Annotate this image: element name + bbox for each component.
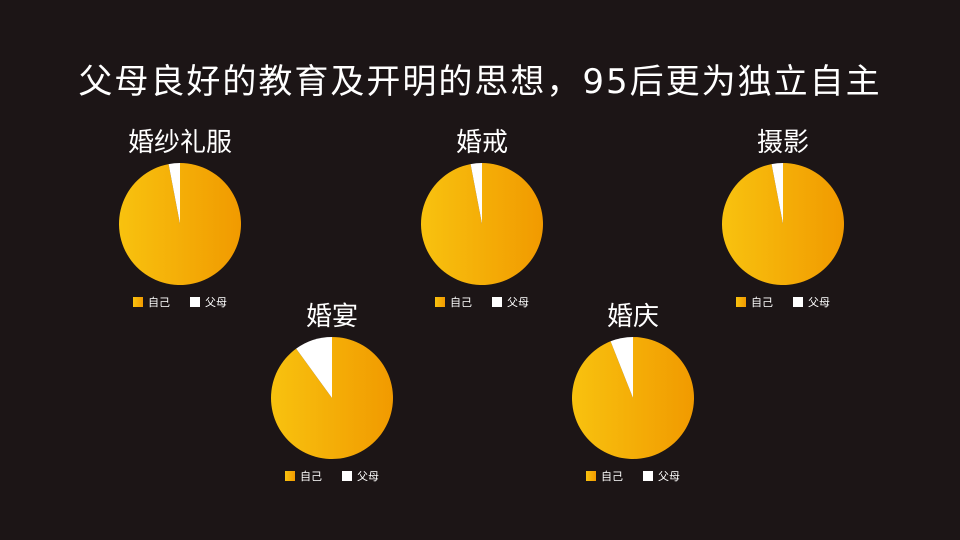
slide-title: 父母良好的教育及开明的思想，95后更为独立自主 <box>78 62 882 102</box>
legend: 自己 父母 <box>232 468 432 484</box>
legend-label-parents: 父母 <box>658 470 680 483</box>
pie-title: 摄影 <box>756 128 809 158</box>
legend-swatch-parents <box>190 297 200 307</box>
legend: 自己 父母 <box>683 294 883 310</box>
pie-slice-parents <box>168 163 180 224</box>
legend-swatch-self <box>736 297 746 307</box>
legend-item-parents: 父母 <box>643 468 680 484</box>
pie-chart-photography: 摄影 自己 父母 <box>683 122 883 322</box>
pie-svg <box>722 163 844 285</box>
legend: 自己 父母 <box>382 294 582 310</box>
pie-svg <box>572 337 694 459</box>
pie-slice-parents <box>610 337 633 398</box>
pie-chart-wedding-banquet: 婚宴 自己 父母 <box>232 296 432 496</box>
pie-svg <box>271 337 393 459</box>
legend-item-self: 自己 <box>586 468 623 484</box>
legend-label-parents: 父母 <box>808 296 830 309</box>
legend-swatch-parents <box>793 297 803 307</box>
pie-slice-parents <box>771 163 783 224</box>
legend-swatch-self <box>285 471 295 481</box>
pie-title: 婚宴 <box>305 302 358 332</box>
legend: 自己 父母 <box>80 294 280 310</box>
legend-swatch-self <box>435 297 445 307</box>
legend-item-self: 自己 <box>736 294 773 310</box>
pie-title: 婚庆 <box>606 302 659 332</box>
legend-label-self: 自己 <box>601 470 623 483</box>
legend-item-self: 自己 <box>285 468 322 484</box>
pie-title: 婚纱礼服 <box>127 128 232 158</box>
legend-swatch-parents <box>492 297 502 307</box>
legend-item-parents: 父母 <box>492 294 529 310</box>
pie-svg <box>119 163 241 285</box>
legend-item-parents: 父母 <box>342 468 379 484</box>
pie-chart-wedding-dress: 婚纱礼服 自己 父母 <box>80 122 280 322</box>
legend-item-self: 自己 <box>133 294 170 310</box>
legend-label-self: 自己 <box>751 296 773 309</box>
legend-item-self: 自己 <box>435 294 472 310</box>
pie-slice-parents <box>470 163 482 224</box>
legend-swatch-parents <box>342 471 352 481</box>
legend-label-parents: 父母 <box>205 296 227 309</box>
legend-label-parents: 父母 <box>507 296 529 309</box>
pie-chart-wedding-ceremony: 婚庆 自己 父母 <box>533 296 733 496</box>
legend-label-self: 自己 <box>148 296 170 309</box>
pie-svg <box>421 163 543 285</box>
legend-label-self: 自己 <box>450 296 472 309</box>
legend-label-parents: 父母 <box>357 470 379 483</box>
legend: 自己 父母 <box>533 468 733 484</box>
pie-slice-parents <box>296 337 332 398</box>
pie-title: 婚戒 <box>455 128 508 158</box>
legend-label-self: 自己 <box>300 470 322 483</box>
legend-item-parents: 父母 <box>793 294 830 310</box>
legend-swatch-self <box>586 471 596 481</box>
legend-swatch-self <box>133 297 143 307</box>
legend-swatch-parents <box>643 471 653 481</box>
legend-item-parents: 父母 <box>190 294 227 310</box>
pie-chart-wedding-ring: 婚戒 自己 父母 <box>382 122 582 322</box>
